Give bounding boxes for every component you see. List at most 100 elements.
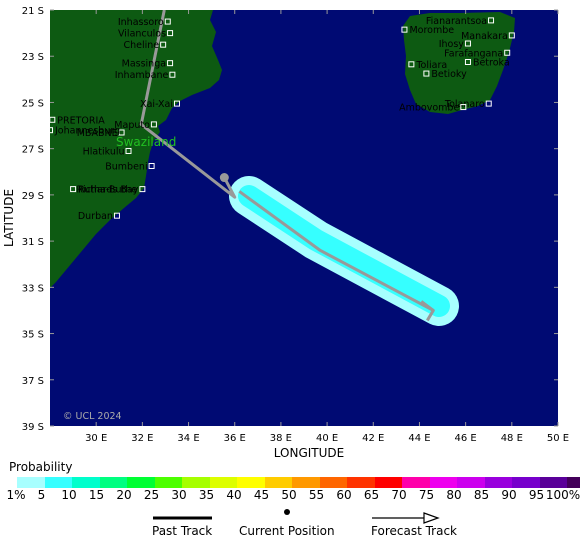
city-marker: Inhassoro <box>118 17 171 28</box>
city-square-icon <box>485 100 492 107</box>
city-label: Maputo <box>114 120 150 131</box>
city-marker: Xai-Xai <box>140 99 180 110</box>
lon-tick-label: 38 E <box>270 433 292 444</box>
city-label: Inhambane <box>115 70 169 81</box>
city-square-icon <box>423 70 430 77</box>
city-label: Johannesburg <box>54 126 120 137</box>
city-label: Hlatikulu <box>83 146 125 157</box>
legend-swatch <box>127 477 155 488</box>
city-square-icon <box>167 30 174 37</box>
city-square-icon <box>125 147 132 154</box>
city-marker: Betroka <box>464 58 510 69</box>
legend-swatch <box>17 477 45 488</box>
city-square-icon <box>139 186 146 193</box>
city-marker: MBABNE <box>77 128 125 139</box>
city-square-icon <box>460 104 467 111</box>
lon-tick-label: 34 E <box>177 433 199 444</box>
city-square-icon <box>150 121 157 128</box>
city-label: Ambovombe <box>399 103 459 114</box>
legend-scale-label: 1% <box>6 488 26 502</box>
city-square-icon <box>174 100 180 107</box>
lat-tick-label: 21 S <box>22 6 44 17</box>
legend-scale-label: 65 <box>363 488 380 502</box>
forecast-track-key-label: Forecast Track <box>371 524 457 538</box>
legend-scale-label: 5 <box>37 488 46 502</box>
city-marker: Farafangana <box>444 48 511 59</box>
city-label: Xai-Xai <box>140 99 173 110</box>
city-label: Betioky <box>431 69 467 80</box>
city-marker: Johannesburg <box>50 126 120 137</box>
city-label: Bumbeni <box>105 162 147 173</box>
city-square-icon <box>164 18 171 25</box>
city-marker: Morombe <box>401 25 454 36</box>
lon-tick-label: 32 E <box>131 433 153 444</box>
legend-scale-label: 15 <box>88 488 105 502</box>
lon-tick-label: 46 E <box>455 433 477 444</box>
city-label: PRETORIA <box>57 115 105 126</box>
city-marker: Ambovombe <box>399 103 467 114</box>
country-label: Swaziland <box>116 135 176 149</box>
city-square-icon <box>70 186 77 193</box>
lon-tick-label: 40 E <box>316 433 338 444</box>
city-marker: Vilanculos <box>118 29 174 40</box>
city-label: Manakara <box>461 31 508 42</box>
legend-scale-labels: 1% 5 10 15 20 25 30 35 40 45 50 55 60 65 70 75 80 85 90 95 1… <box>0 488 580 502</box>
city-marker: Maputo <box>114 120 157 131</box>
city-label: Betroka <box>473 58 510 69</box>
lon-tick-label: 48 E <box>501 433 523 444</box>
current-position-key-label: Current Position <box>239 524 335 538</box>
past-track-line <box>139 10 237 199</box>
city-square-icon <box>50 127 53 134</box>
city-square-icon <box>464 40 471 47</box>
city-label: Rutha-Buthe <box>78 185 137 196</box>
legend-scale-label: 90 <box>501 488 517 502</box>
legend-scale-label: 80 <box>446 488 462 502</box>
legend-color-bar <box>17 477 580 488</box>
lon-tick-label: 30 E <box>85 433 107 444</box>
legend-swatch <box>512 477 540 488</box>
legend-swatch <box>209 477 237 488</box>
city-square-icon <box>408 61 415 68</box>
legend-title: Probability <box>9 460 73 474</box>
probability-legend: Probability 1% 5 10 15 20 25 30 35 40 45 50 55 60 65 7… <box>0 458 580 546</box>
city-marker: PRETORIA <box>50 115 105 126</box>
legend-swatch <box>44 477 72 488</box>
city-marker: Inhambane <box>115 70 176 81</box>
city-square-icon <box>167 60 174 67</box>
legend-scale-label: 30 <box>171 488 187 502</box>
legend-scale-label: 50 <box>281 488 297 502</box>
lat-tick-label: 33 S <box>22 283 44 294</box>
city-square-icon <box>160 41 167 48</box>
city-marker: Fianarantsoa <box>426 16 495 27</box>
city-label: Durban <box>78 211 113 222</box>
legend-swatch <box>99 477 127 488</box>
city-marker: Rutha-Buthe <box>70 185 137 196</box>
lat-tick-label: 31 S <box>22 237 44 248</box>
lat-tick-label: 27 S <box>22 145 44 156</box>
legend-scale-label: 45 <box>253 488 270 502</box>
city-marker: Durban <box>78 211 120 222</box>
city-square-icon <box>401 26 408 33</box>
city-square-icon <box>113 212 120 219</box>
legend-swatch <box>182 477 210 488</box>
city-marker: Betioky <box>423 69 467 80</box>
city-marker: Cheline <box>123 40 167 51</box>
city-label: Massinga <box>122 59 166 70</box>
madagascar-landmass <box>403 12 515 114</box>
legend-swatch <box>374 477 402 488</box>
city-square-icon <box>504 49 511 56</box>
lat-tick-label: 35 S <box>22 330 44 341</box>
lat-tick-label: 25 S <box>22 98 44 109</box>
current-position-marker <box>219 173 229 183</box>
city-label: Fianarantsoa <box>426 16 487 27</box>
lon-tick-label: 36 E <box>224 433 246 444</box>
legend-swatch <box>154 477 182 488</box>
forecast-track-line <box>238 190 435 312</box>
legend-track-keys <box>153 509 440 524</box>
lon-tick-label: 44 E <box>408 433 430 444</box>
legend-scale-label: 20 <box>116 488 132 502</box>
lon-tick-label: 42 E <box>362 433 384 444</box>
legend-scale-label: 55 <box>308 488 325 502</box>
legend-scale-label: 35 <box>198 488 215 502</box>
city-square-icon <box>148 163 155 169</box>
